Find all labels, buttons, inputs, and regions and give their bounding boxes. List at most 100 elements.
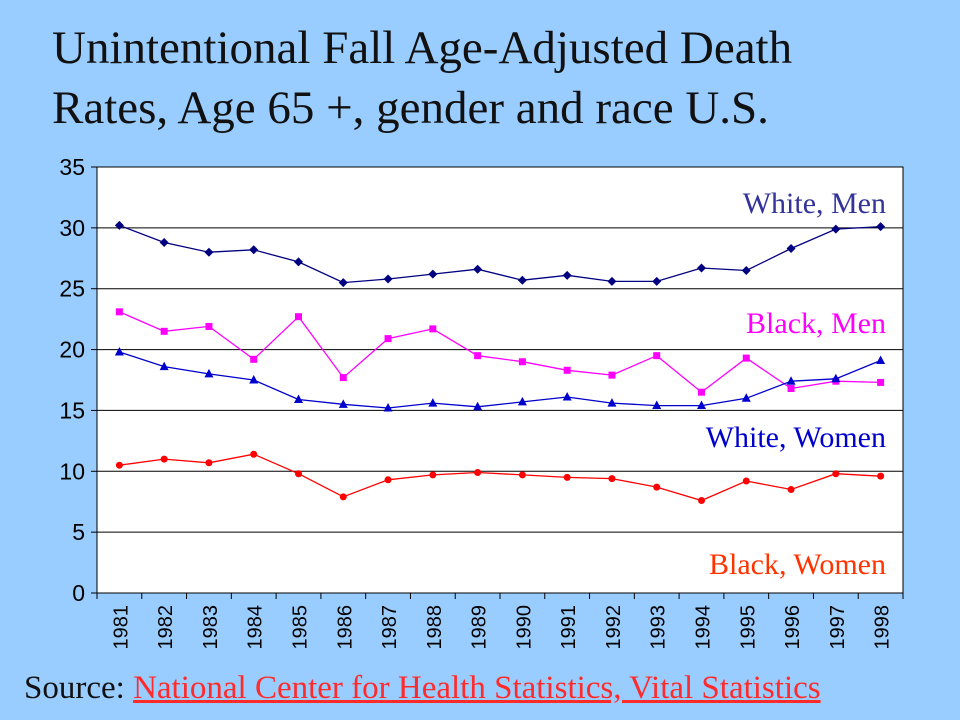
y-tick-label: 25	[59, 276, 85, 302]
data-point	[249, 245, 259, 255]
x-tick-label: 1998	[872, 605, 894, 650]
data-point	[205, 322, 213, 330]
series-label: Black, Women	[709, 548, 886, 581]
series-label: White, Women	[706, 421, 886, 454]
series-line	[119, 311, 881, 394]
x-tick-label: 1997	[827, 605, 849, 650]
x-tick-label: 1995	[737, 605, 759, 650]
data-point	[517, 275, 527, 285]
data-point	[697, 263, 706, 273]
data-point	[562, 270, 572, 280]
data-point	[787, 486, 795, 494]
data-point	[295, 470, 302, 478]
data-point	[607, 276, 617, 286]
x-tick-label: 1986	[334, 605, 356, 650]
data-point	[742, 354, 750, 362]
data-point	[159, 237, 169, 247]
data-point	[518, 358, 526, 366]
data-point	[876, 355, 886, 365]
data-point	[383, 274, 393, 284]
x-tick-label: 1990	[513, 605, 535, 650]
data-point	[653, 483, 661, 491]
data-point	[831, 224, 841, 234]
data-point	[608, 371, 616, 379]
data-point	[608, 475, 616, 483]
y-tick-label: 10	[59, 458, 85, 484]
source-line: Source: National Center for Health Stati…	[24, 670, 821, 707]
data-point	[339, 493, 347, 501]
data-point	[294, 394, 303, 403]
data-point	[429, 471, 437, 479]
title-line-1: Unintentional Fall Age-Adjusted Death	[52, 22, 793, 74]
x-tick-label: 1985	[290, 605, 312, 650]
data-point	[159, 361, 169, 371]
data-point	[741, 265, 751, 275]
source-link[interactable]: National Center for Health Statistics, V…	[133, 670, 821, 706]
plot-area	[96, 166, 904, 594]
data-point	[698, 388, 705, 396]
data-point	[428, 269, 438, 279]
x-tick-label: 1981	[110, 605, 132, 650]
data-point	[652, 400, 662, 410]
data-point	[114, 220, 124, 230]
data-point	[697, 400, 706, 410]
x-tick-label: 1983	[200, 605, 222, 650]
data-point	[204, 247, 214, 257]
data-point	[115, 308, 123, 316]
data-point	[832, 470, 840, 478]
data-point	[294, 257, 303, 267]
data-point	[562, 392, 572, 401]
source-label: Source:	[24, 670, 125, 706]
data-point	[295, 313, 302, 321]
data-point	[338, 399, 348, 408]
x-tick-label: 1992	[603, 605, 625, 650]
data-point	[115, 461, 123, 469]
data-point	[474, 352, 482, 360]
data-point	[563, 366, 571, 374]
data-point	[786, 376, 796, 385]
data-point	[428, 398, 438, 407]
series-line	[119, 224, 881, 284]
y-tick-label: 5	[72, 519, 85, 545]
x-tick-label: 1994	[693, 605, 715, 650]
series-label: Black, Men	[746, 307, 886, 340]
data-point	[384, 335, 392, 343]
data-point	[383, 402, 393, 412]
data-point	[205, 459, 213, 467]
page-title: Unintentional Fall Age-Adjusted Death Ra…	[52, 18, 942, 138]
y-tick-label: 0	[72, 580, 85, 606]
data-point	[338, 278, 348, 288]
data-point	[160, 327, 168, 335]
data-point	[607, 398, 617, 407]
data-point	[473, 264, 483, 274]
data-point	[429, 325, 437, 333]
data-point	[249, 375, 259, 384]
data-point	[786, 244, 796, 254]
y-tick-label: 20	[59, 337, 85, 363]
series-line	[119, 453, 881, 502]
y-tick-label: 30	[59, 215, 85, 241]
data-point	[876, 222, 886, 232]
y-tick-label: 35	[59, 154, 85, 180]
series-label: White, Men	[743, 187, 886, 220]
x-tick-label: 1987	[379, 605, 401, 650]
data-point	[250, 450, 258, 458]
data-point	[787, 385, 795, 393]
data-point	[384, 476, 392, 484]
data-point	[831, 373, 841, 383]
data-point	[698, 496, 705, 504]
data-point	[563, 473, 571, 481]
data-point	[473, 401, 483, 411]
x-tick-label: 1996	[782, 605, 804, 650]
y-tick-label: 15	[59, 397, 85, 423]
x-tick-label: 1991	[558, 605, 580, 650]
data-point	[114, 347, 124, 356]
data-point	[653, 352, 661, 360]
data-point	[250, 355, 258, 363]
series-line	[119, 351, 881, 409]
data-point	[339, 374, 347, 382]
title-line-2: Rates, Age 65 +, gender and race U.S.	[52, 82, 769, 134]
data-point	[204, 368, 214, 378]
x-tick-label: 1988	[424, 605, 446, 650]
